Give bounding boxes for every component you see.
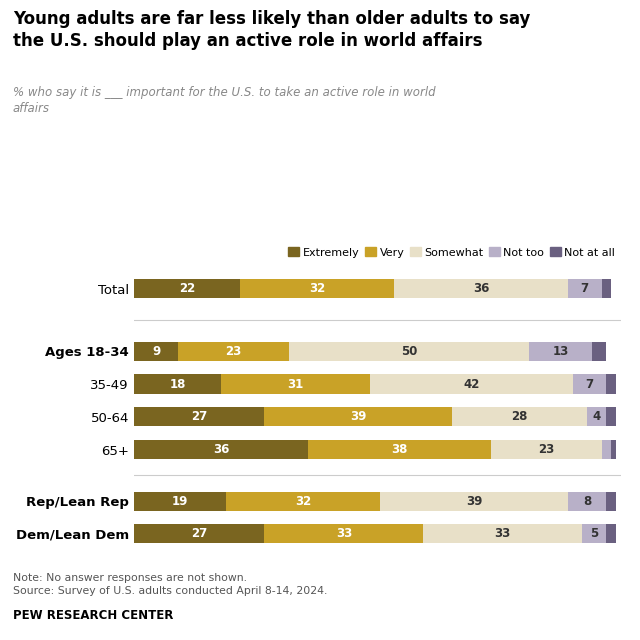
- Text: 32: 32: [309, 282, 326, 296]
- Bar: [592, 342, 606, 360]
- Text: 9: 9: [152, 344, 160, 358]
- Bar: [602, 280, 611, 298]
- Bar: [134, 524, 264, 543]
- Text: 50: 50: [401, 344, 417, 358]
- Text: 22: 22: [179, 282, 195, 296]
- Bar: [611, 440, 616, 460]
- Bar: [371, 374, 573, 394]
- Bar: [573, 374, 606, 394]
- Bar: [452, 408, 587, 426]
- Text: 7: 7: [586, 378, 593, 390]
- Text: 39: 39: [466, 495, 482, 508]
- Bar: [241, 280, 394, 298]
- Bar: [134, 492, 226, 511]
- Bar: [606, 492, 616, 511]
- Text: 27: 27: [191, 410, 207, 424]
- Bar: [134, 280, 241, 298]
- Text: 19: 19: [172, 495, 188, 508]
- Bar: [134, 342, 178, 360]
- Bar: [226, 492, 380, 511]
- Text: 38: 38: [391, 444, 408, 456]
- Bar: [423, 524, 582, 543]
- Bar: [491, 440, 602, 460]
- Text: Young adults are far less likely than older adults to say
the U.S. should play a: Young adults are far less likely than ol…: [13, 10, 530, 50]
- Text: 33: 33: [495, 527, 511, 540]
- Bar: [529, 342, 592, 360]
- Bar: [606, 408, 616, 426]
- Text: 39: 39: [350, 410, 367, 424]
- Text: 36: 36: [213, 444, 229, 456]
- Text: 18: 18: [170, 378, 186, 390]
- Legend: Extremely, Very, Somewhat, Not too, Not at all: Extremely, Very, Somewhat, Not too, Not …: [288, 247, 615, 258]
- Text: % who say it is ___ important for the U.S. to take an active role in world
affai: % who say it is ___ important for the U.…: [13, 86, 435, 115]
- Bar: [582, 524, 606, 543]
- Bar: [289, 342, 529, 360]
- Text: 23: 23: [538, 444, 554, 456]
- Bar: [394, 280, 568, 298]
- Text: 27: 27: [191, 527, 207, 540]
- Text: 5: 5: [590, 527, 598, 540]
- Text: 36: 36: [473, 282, 490, 296]
- Text: 13: 13: [552, 344, 569, 358]
- Text: Note: No answer responses are not shown.
Source: Survey of U.S. adults conducted: Note: No answer responses are not shown.…: [13, 573, 327, 596]
- Bar: [221, 374, 371, 394]
- Bar: [380, 492, 568, 511]
- Text: 33: 33: [336, 527, 352, 540]
- Text: 28: 28: [511, 410, 528, 424]
- Bar: [134, 440, 308, 460]
- Text: 7: 7: [580, 282, 589, 296]
- Bar: [178, 342, 289, 360]
- Bar: [602, 440, 611, 460]
- Bar: [587, 408, 606, 426]
- Bar: [606, 524, 616, 543]
- Text: 42: 42: [463, 378, 480, 390]
- Bar: [308, 440, 491, 460]
- Text: 23: 23: [225, 344, 241, 358]
- Text: 8: 8: [583, 495, 591, 508]
- Text: 31: 31: [287, 378, 304, 390]
- Bar: [568, 280, 602, 298]
- Text: 32: 32: [295, 495, 311, 508]
- Bar: [264, 524, 423, 543]
- Bar: [134, 374, 221, 394]
- Bar: [606, 374, 616, 394]
- Text: PEW RESEARCH CENTER: PEW RESEARCH CENTER: [13, 609, 173, 622]
- Bar: [264, 408, 452, 426]
- Bar: [134, 408, 264, 426]
- Bar: [568, 492, 606, 511]
- Text: 4: 4: [593, 410, 601, 424]
